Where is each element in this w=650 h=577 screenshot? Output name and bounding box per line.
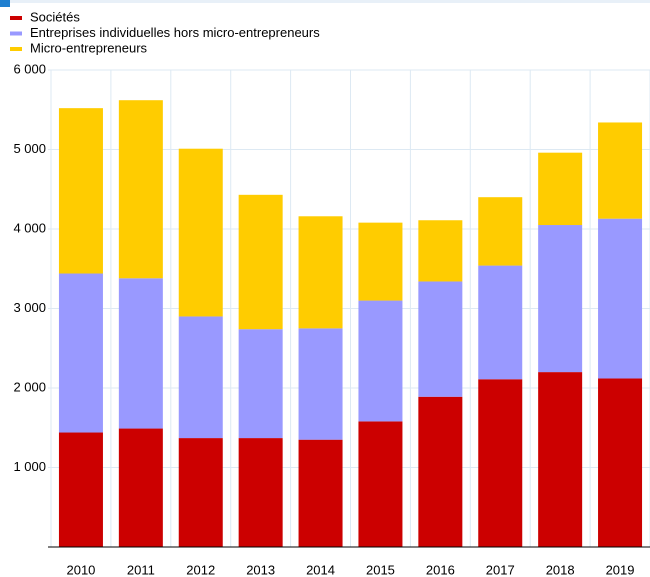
legend-swatch xyxy=(10,47,22,51)
bar-segment xyxy=(298,216,343,329)
x-tick-label: 2014 xyxy=(306,562,335,577)
header-marker xyxy=(0,0,10,7)
bar-segment xyxy=(58,108,103,274)
legend-label: Sociétés xyxy=(30,9,80,24)
bar-segment xyxy=(358,300,403,422)
x-tick-label: 2015 xyxy=(366,562,395,577)
y-tick-label: 6 000 xyxy=(13,61,46,76)
bar-segment xyxy=(598,378,643,547)
bar-segment xyxy=(298,328,343,440)
x-tick-label: 2010 xyxy=(66,562,95,577)
y-tick-label: 1 000 xyxy=(13,459,46,474)
x-tick-label: 2016 xyxy=(426,562,455,577)
bar-segment xyxy=(58,273,103,433)
bar-segment xyxy=(418,220,463,282)
y-tick-label: 5 000 xyxy=(13,141,46,156)
bar-segment xyxy=(58,432,103,547)
bar-segment xyxy=(118,100,163,279)
bar-segment xyxy=(298,439,343,547)
bar-segment xyxy=(178,148,223,317)
y-tick-label: 4 000 xyxy=(13,220,46,235)
bar-segment xyxy=(538,152,583,226)
x-tick-label: 2018 xyxy=(546,562,575,577)
bar-segment xyxy=(478,379,523,547)
bar-segment xyxy=(238,194,283,330)
bar-segment xyxy=(598,122,643,219)
y-tick-label: 3 000 xyxy=(13,300,46,315)
bar-segment xyxy=(358,222,403,301)
bar-segment xyxy=(238,438,283,547)
bar-segment xyxy=(358,421,403,547)
bar-segment xyxy=(598,218,643,379)
x-tick-label: 2012 xyxy=(186,562,215,577)
bar-segment xyxy=(178,438,223,547)
bar-segment xyxy=(418,281,463,397)
y-tick-label: 2 000 xyxy=(13,379,46,394)
bar-segment xyxy=(538,372,583,547)
bar-segment xyxy=(538,225,583,373)
bar-segment xyxy=(118,278,163,429)
bar-segment xyxy=(178,316,223,439)
x-tick-label: 2013 xyxy=(246,562,275,577)
bar-segment xyxy=(478,197,523,266)
x-tick-label: 2011 xyxy=(127,562,155,577)
bar-segment xyxy=(478,265,523,380)
x-tick-label: 2017 xyxy=(486,562,515,577)
bar-segment xyxy=(238,329,283,439)
legend-swatch xyxy=(10,31,22,36)
legend-label: Entreprises individuelles hors micro-ent… xyxy=(30,25,320,40)
legend-label: Micro-entrepreneurs xyxy=(30,40,148,55)
header-strip xyxy=(10,0,650,3)
bar-segment xyxy=(118,428,163,547)
legend-swatch xyxy=(10,16,22,20)
x-tick-label: 2019 xyxy=(606,562,635,577)
bar-segment xyxy=(418,396,463,547)
